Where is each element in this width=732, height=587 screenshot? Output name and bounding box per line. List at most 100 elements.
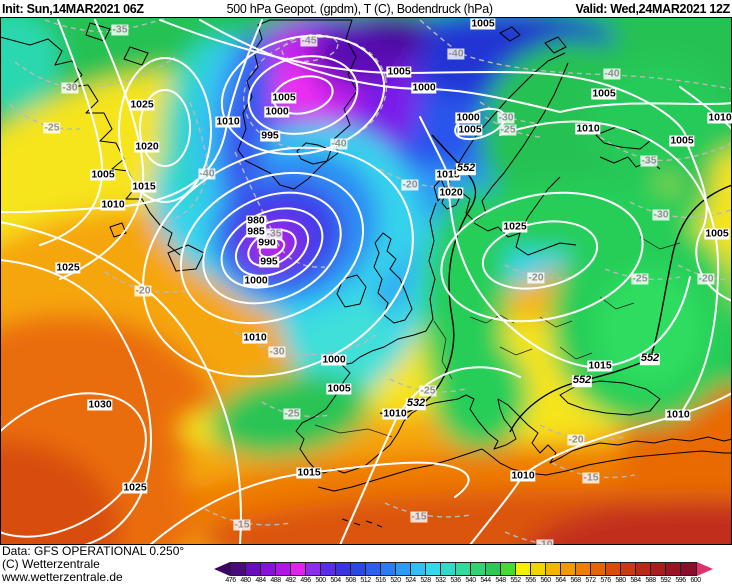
colorbar-tick-label: 600 (690, 577, 701, 584)
geopotential-label: 532 (405, 397, 427, 410)
valid-time-label: Valid: Wed,24MAR2021 12Z (575, 1, 731, 16)
pressure-label: 1000 (455, 111, 481, 124)
pressure-label: 995 (259, 255, 279, 268)
pressure-label: 1010 (665, 408, 691, 421)
pressure-label: 1015 (131, 180, 157, 193)
pressure-label: 1005 (90, 168, 116, 181)
pressure-label: 1015 (587, 359, 613, 372)
colorbar-tick-label: 524 (405, 577, 416, 584)
pressure-label: 985 (246, 225, 266, 238)
colorbar-tick-label: 592 (660, 577, 671, 584)
colorbar-tick-label: 476 (225, 577, 236, 584)
colorbar-tick-label: 596 (675, 577, 686, 584)
colorbar-segment (591, 563, 606, 575)
temperature-label: -15 (582, 471, 600, 484)
colorbar-tick-label: 540 (465, 577, 476, 584)
colorbar-segment (291, 563, 306, 575)
pressure-label: 1005 (470, 17, 496, 30)
data-source-label: Data: GFS OPERATIONAL 0.250° (2, 544, 185, 558)
temperature-label: -35 (111, 23, 129, 36)
colorbar-segment (321, 563, 336, 575)
temperature-label: -25 (499, 123, 517, 136)
colorbar-segment (666, 563, 681, 575)
pressure-label: 990 (257, 236, 277, 249)
weather-map: 1025 1020 1005 1015 1010 1010 1005 1000 995 1005 1… (0, 17, 732, 545)
temperature-label: -40 (447, 47, 465, 60)
geopotential-label: 552 (571, 374, 593, 387)
colorbar-segment (396, 563, 411, 575)
title-bar: Init: Sun,14MAR2021 06Z 500 hPa Geopot. … (0, 0, 732, 17)
colorbar-segment (231, 563, 246, 575)
temperature-label: -15 (233, 518, 251, 531)
colorbar-segment (246, 563, 261, 575)
colorbar-segment (441, 563, 456, 575)
pressure-label: 1005 (704, 227, 730, 240)
colorbar-left-arrow (214, 562, 230, 576)
pressure-label: 1025 (55, 261, 81, 274)
website-link[interactable]: www.wetterzentrale.de (2, 570, 123, 584)
colorbar-segment (501, 563, 516, 575)
colorbar-tick-label: 508 (345, 577, 356, 584)
colorbar-segment (456, 563, 471, 575)
colorbar-segment (621, 563, 636, 575)
colorbar-segment (576, 563, 591, 575)
colorbar-segment (366, 563, 381, 575)
colorbar-tick-label: 496 (300, 577, 311, 584)
colorbar-segments (230, 562, 697, 576)
geopotential-label: 552 (639, 352, 661, 365)
colorbar-tick-label: 512 (360, 577, 371, 584)
colorbar-tick-label: 552 (510, 577, 521, 584)
pressure-label: 1010 (100, 198, 126, 211)
colorbar-tick-label: 548 (495, 577, 506, 584)
init-time-label: Init: Sun,14MAR2021 06Z (2, 1, 144, 16)
copyright-label: (C) Wetterzentrale (2, 557, 100, 571)
colorbar-tick-label: 568 (570, 577, 581, 584)
colorbar-tick-label: 528 (420, 577, 431, 584)
footer: Data: GFS OPERATIONAL 0.250° (C) Wetterze… (0, 545, 732, 587)
temperature-label: -15 (410, 510, 428, 523)
temperature-label: -30 (61, 81, 79, 94)
colorbar-segment (606, 563, 621, 575)
pressure-label: 1000 (321, 353, 347, 366)
colorbar-segment (336, 563, 351, 575)
colorbar: 476 480 484 488 492 496 500 504 508 512 516 520 524 5… (214, 562, 713, 586)
pressure-label: 1005 (669, 134, 695, 147)
colorbar-segment (636, 563, 651, 575)
colorbar-segment (411, 563, 426, 575)
pressure-label: 1020 (438, 186, 464, 199)
temperature-label: -30 (652, 208, 670, 221)
colorbar-tick-label: 564 (555, 577, 566, 584)
pressure-label: 1005 (326, 382, 352, 395)
colorbar-scale: 476 480 484 488 492 496 500 504 508 512 516 520 524 5… (223, 577, 703, 584)
pressure-label: 1025 (502, 220, 528, 233)
colorbar-segment (381, 563, 396, 575)
colorbar-tick-label: 520 (390, 577, 401, 584)
colorbar-tick-label: 484 (255, 577, 266, 584)
colorbar-segment (261, 563, 276, 575)
temperature-label: -40 (603, 67, 621, 80)
colorbar-segment (426, 563, 441, 575)
colorbar-tick-label: 580 (615, 577, 626, 584)
colorbar-tick-label: 584 (630, 577, 641, 584)
colorbar-tick-label: 516 (375, 577, 386, 584)
pressure-label: 1000 (411, 81, 437, 94)
colorbar-tick-label: 500 (315, 577, 326, 584)
pressure-label: 1025 (122, 481, 148, 494)
pressure-label: 1015 (435, 168, 461, 181)
colorbar-segment (516, 563, 531, 575)
credits: Data: GFS OPERATIONAL 0.250° (C) Wetterze… (2, 545, 184, 584)
colorbar-tick-label: 504 (330, 577, 341, 584)
temperature-label: -45 (300, 34, 318, 47)
colorbar-tick-label: 488 (270, 577, 281, 584)
temperature-label: -25 (631, 272, 649, 285)
colorbar-tick-label: 576 (600, 577, 611, 584)
colorbar-segment (351, 563, 366, 575)
colorbar-right-arrow (697, 562, 713, 576)
pressure-label: 1005 (591, 87, 617, 100)
temperature-label: -20 (527, 271, 545, 284)
colorbar-segment (681, 563, 696, 575)
colorbar-segment (306, 563, 321, 575)
temperature-label: -40 (330, 137, 348, 150)
pressure-label: 1010 (242, 331, 268, 344)
